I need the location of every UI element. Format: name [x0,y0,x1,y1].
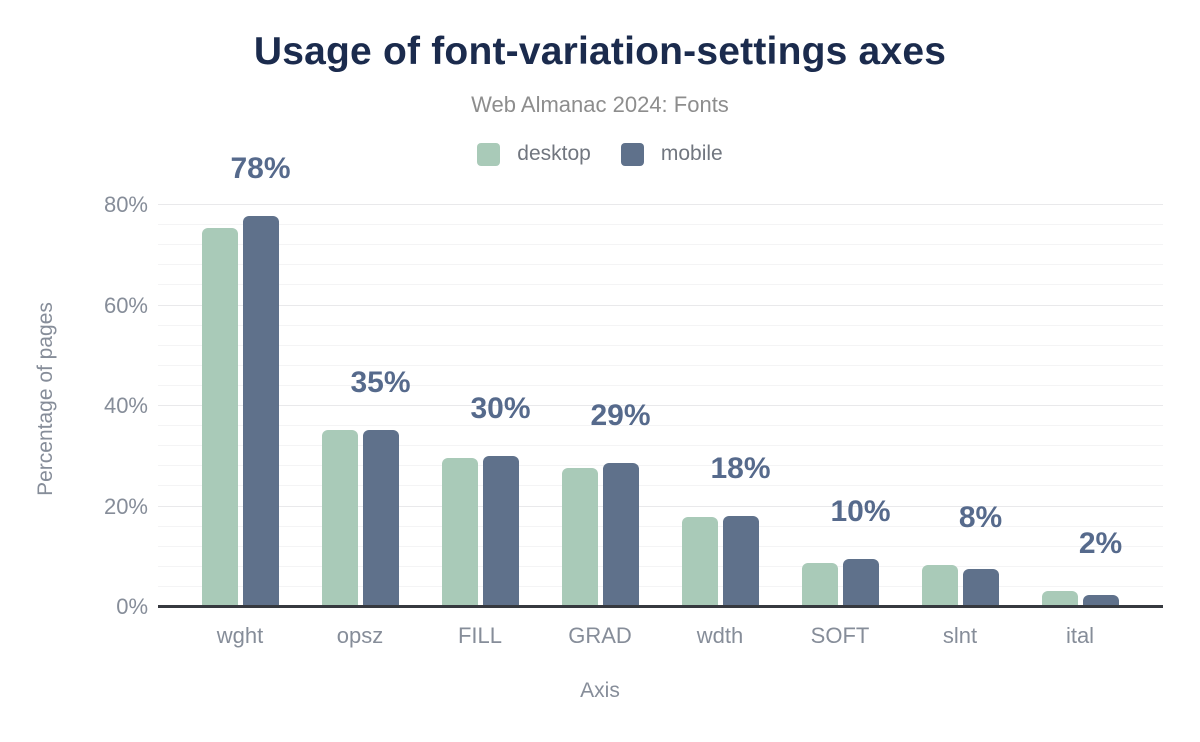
minor-gridline [158,244,1163,246]
minor-gridline [158,525,1163,527]
x-tick-label-slnt: slnt [942,623,978,648]
x-tick-label-wdth: wdth [696,623,744,648]
bar-desktop-opsz [321,430,358,607]
minor-gridline [158,445,1163,447]
y-tick-label: 80% [103,192,148,218]
y-tick-label: 0% [116,594,148,619]
bar-value-label-FILL: 30% [470,391,531,425]
minor-gridline [158,284,1163,286]
bar-mobile-SOFT [842,558,879,607]
desktop-swatch-icon [477,142,501,166]
bar-value-label-opsz: 35% [350,365,411,399]
bar-desktop-wght [201,227,238,607]
legend-item-mobile: mobile [620,142,723,166]
legend: desktop mobile [0,142,1200,166]
bar-mobile-ital [1082,594,1119,607]
bar-group-opsz [321,429,399,607]
major-gridline [158,405,1163,407]
bar-desktop-SOFT [801,562,838,607]
x-axis-title: Axis [580,679,620,702]
bar-value-label-SOFT: 10% [830,494,891,528]
bar-group-ital [1041,590,1119,607]
mobile-swatch-icon [620,142,644,166]
x-tick-label-FILL: FILL [457,623,503,648]
bar-group-wdth [681,516,759,607]
minor-gridline [158,264,1163,266]
minor-gridline [158,344,1163,346]
minor-gridline [158,545,1163,547]
bar-desktop-FILL [441,457,478,607]
bar-mobile-slnt [962,569,999,607]
minor-gridline [158,565,1163,567]
plot-area: 0% 20% 40% 60% 80% 78% wght 35% opsz 30% FILL 29% GR… [104,153,1163,648]
minor-gridline [158,364,1163,366]
bar-desktop-GRAD [561,467,598,607]
legend-label-desktop: desktop [517,142,591,165]
bar-value-label-GRAD: 29% [590,399,651,433]
bar-group-slnt [921,565,999,607]
bar-mobile-wght [242,215,279,607]
bar-group-wght [201,215,279,607]
x-tick-label-GRAD: GRAD [568,623,632,648]
x-tick-label-wght: wght [216,623,264,648]
bar-group-GRAD [561,463,639,607]
legend-item-desktop: desktop [477,142,591,166]
bar-mobile-wdth [722,516,759,607]
bar-group-SOFT [801,558,879,607]
bar-mobile-GRAD [602,463,639,607]
major-gridline [158,505,1163,507]
bar-value-label-wght: 78% [230,151,291,185]
minor-gridline [158,485,1163,487]
bar-desktop-wdth [681,516,718,607]
bar-mobile-FILL [482,455,519,607]
bar-mobile-opsz [362,429,399,607]
y-tick-label: 60% [103,292,148,318]
minor-gridline [158,425,1163,427]
x-tick-label-ital: ital [1065,623,1095,648]
bar-desktop-ital [1041,590,1078,607]
minor-gridline [158,224,1163,226]
y-tick-label: 20% [103,493,148,519]
minor-gridline [158,384,1163,386]
minor-gridline [158,324,1163,326]
bar-value-label-slnt: 8% [958,501,1003,535]
legend-label-mobile: mobile [660,142,723,165]
major-gridline [158,304,1163,306]
x-axis-line [158,605,1163,608]
chart-subtitle: Web Almanac 2024: Fonts [471,92,729,117]
bar-desktop-slnt [921,565,958,607]
minor-gridline [158,465,1163,467]
chart-title: Usage of font-variation-settings axes [253,30,947,73]
major-gridline [158,204,1163,206]
bar-value-label-ital: 2% [1078,526,1123,560]
x-tick-label-SOFT: SOFT [810,623,870,648]
y-tick-label: 40% [103,393,148,419]
bar-group-FILL [441,455,519,607]
bar-value-label-wdth: 18% [710,452,771,486]
x-tick-label-opsz: opsz [336,623,384,648]
minor-gridline [158,585,1163,587]
